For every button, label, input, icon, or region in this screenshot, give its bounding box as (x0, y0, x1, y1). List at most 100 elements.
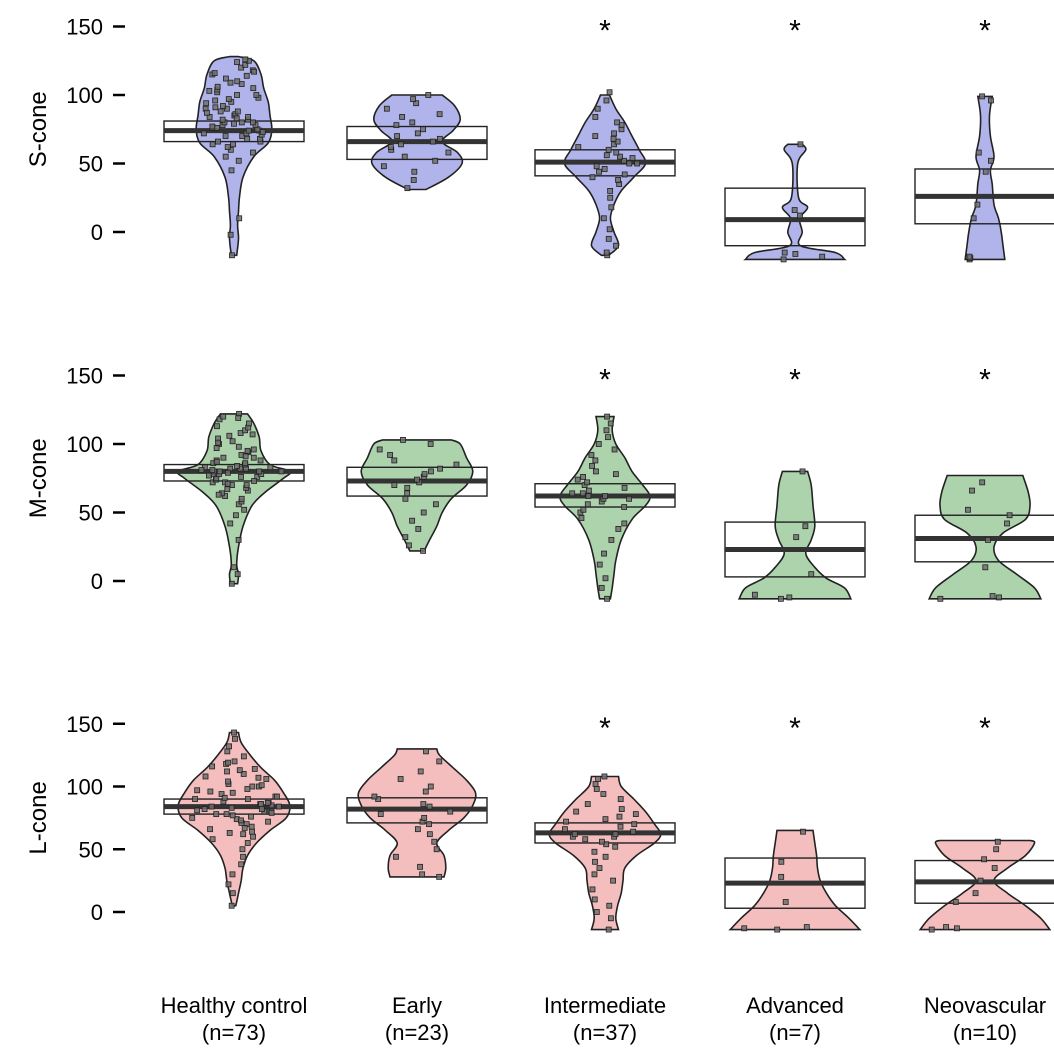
data-point (249, 828, 255, 835)
data-point (227, 231, 234, 238)
data-point (615, 177, 621, 183)
data-point (215, 439, 221, 446)
data-point (626, 160, 633, 167)
data-point (618, 806, 625, 812)
y-axis-label: S-cone (25, 91, 52, 167)
data-point (993, 846, 1000, 853)
data-point (592, 457, 599, 464)
data-point (202, 773, 209, 780)
significance-marker: * (599, 364, 611, 397)
data-point (571, 831, 578, 838)
data-point (242, 460, 249, 467)
data-point (224, 486, 231, 493)
data-point (223, 811, 230, 818)
data-point (584, 479, 591, 486)
data-point (621, 157, 627, 164)
data-point (453, 461, 460, 468)
data-point (207, 826, 214, 833)
data-point (268, 809, 275, 816)
violin (964, 95, 1006, 261)
data-point (988, 97, 994, 104)
data-point (592, 114, 599, 120)
data-point (250, 149, 256, 156)
data-point (394, 133, 400, 140)
data-point (234, 571, 241, 578)
data-point (985, 537, 991, 543)
data-point (393, 853, 399, 860)
data-point (819, 253, 826, 260)
data-point (585, 487, 592, 494)
data-point (411, 168, 418, 175)
data-point (383, 105, 390, 112)
data-point (579, 490, 586, 497)
data-point (211, 70, 218, 76)
data-point (591, 896, 598, 903)
data-point (208, 803, 215, 810)
data-point (391, 457, 398, 464)
data-point (613, 242, 619, 249)
data-point (606, 89, 613, 96)
data-point (585, 493, 592, 499)
data-point (610, 135, 617, 142)
data-point (433, 846, 440, 853)
data-point (209, 123, 216, 130)
data-point (617, 796, 624, 802)
data-point (979, 479, 986, 486)
data-point (244, 135, 251, 142)
data-point (376, 446, 383, 453)
data-point (201, 806, 208, 812)
data-point (569, 490, 576, 497)
data-point (563, 818, 569, 825)
data-point (192, 796, 198, 802)
data-point (251, 478, 257, 484)
data-point (264, 799, 271, 806)
data-point (608, 204, 615, 211)
violin (548, 775, 662, 931)
data-point (227, 520, 234, 527)
data-point (229, 812, 236, 819)
data-point (431, 838, 438, 845)
data-point (421, 814, 428, 821)
data-point (221, 794, 228, 801)
data-point (741, 925, 748, 932)
data-point (274, 793, 280, 800)
data-point (603, 427, 610, 434)
data-point (592, 781, 599, 787)
data-point (617, 823, 624, 830)
data-point (240, 771, 247, 777)
data-point (225, 469, 231, 476)
data-point (200, 130, 207, 137)
data-point (598, 584, 605, 591)
data-point (194, 787, 201, 794)
data-point (217, 108, 224, 115)
data-point (216, 468, 223, 475)
data-point (257, 457, 264, 464)
data-point (226, 743, 232, 750)
data-point (602, 575, 609, 582)
data-point (224, 748, 231, 755)
data-point (240, 831, 247, 838)
x-tick-count-label: (n=73) (202, 1020, 266, 1045)
data-point (603, 152, 610, 159)
data-point (241, 825, 248, 831)
data-point (595, 776, 602, 782)
data-point (222, 153, 229, 160)
data-point (224, 768, 230, 775)
x-tick-label: Intermediate (544, 993, 666, 1018)
data-point (427, 441, 434, 447)
data-point (228, 167, 235, 174)
data-point (251, 68, 258, 75)
data-point (414, 476, 420, 483)
data-point (600, 215, 607, 222)
data-point (399, 114, 406, 120)
data-point (258, 806, 265, 812)
significance-marker: * (979, 15, 991, 48)
data-point (220, 413, 227, 420)
data-point (430, 138, 436, 145)
data-point (989, 593, 996, 599)
data-point (409, 517, 416, 524)
data-point (588, 452, 595, 458)
data-point (246, 420, 252, 427)
data-point (397, 776, 404, 782)
data-point (387, 144, 394, 150)
